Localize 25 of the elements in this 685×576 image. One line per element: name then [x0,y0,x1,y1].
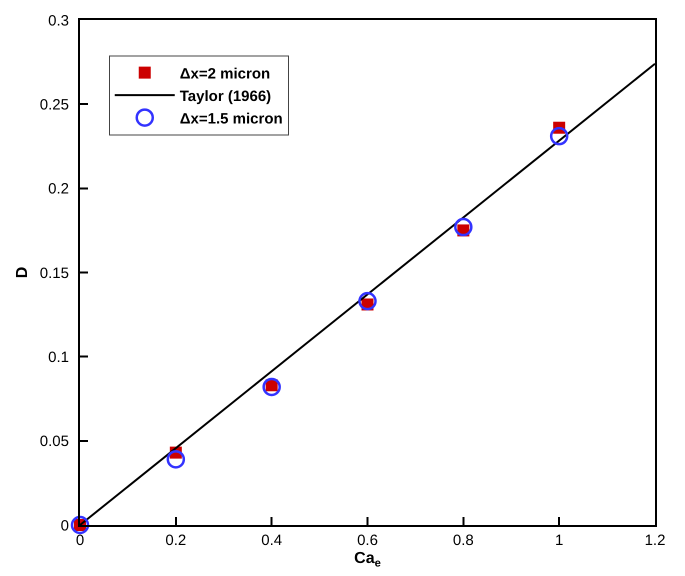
y-tick-label: 0 [60,517,69,534]
point [262,378,281,396]
point [454,218,473,236]
legend-label: Taylor (1966) [180,88,272,105]
point [70,516,90,534]
legend-label: Δx=1.5 micron [180,110,283,128]
y-axis-title: D [14,266,32,278]
y-tick-label: 0.2 [48,180,69,198]
y-tick-label: 0.3 [48,12,69,30]
y-tick-label: 0.1 [48,348,69,366]
legend-label: Δx=2 micron [180,65,270,82]
y-tick-label: 0.25 [40,96,69,114]
point [550,126,568,146]
x-tick-label: 0 [76,532,84,549]
x-tick-label: 0.6 [357,532,378,549]
x-axis-title: Ca$_{e}$ [354,550,381,570]
x-tick-label: 0.8 [452,532,474,549]
x-tick-label: 1.2 [644,532,666,549]
point [166,450,186,469]
x-tick-label: 1 [555,532,564,549]
x-tick-label: 0.2 [165,532,186,549]
point [358,292,377,310]
y-tick-label: 0.05 [40,433,69,450]
x-tick-label: 0.4 [261,532,282,549]
y-tick-label: 0.15 [40,264,69,282]
